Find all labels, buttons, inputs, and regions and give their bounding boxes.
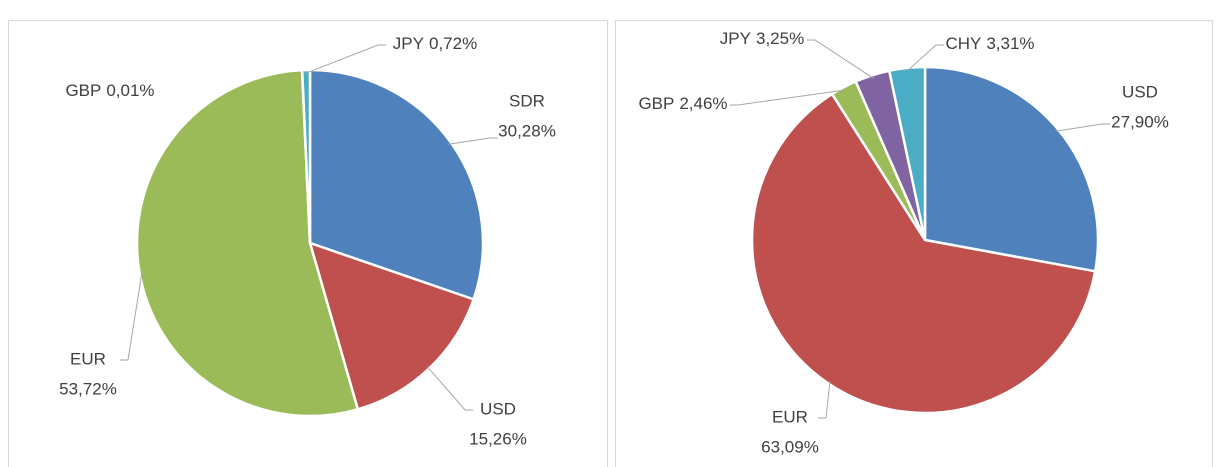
slice-label-value: 0,01% [106, 81, 154, 100]
slice-label-name: CHY [945, 34, 981, 53]
pie-slice [135, 68, 360, 418]
slice-label-value: 15,26% [469, 429, 527, 448]
slice-label-name: EUR [772, 407, 808, 426]
leader-line [426, 365, 473, 411]
slice-label-name: USD [1122, 82, 1158, 101]
leader-line [907, 44, 944, 72]
pie-slice [308, 68, 485, 301]
leader-line [730, 89, 846, 106]
pie-slice [750, 92, 1097, 415]
slice-label-name: USD [480, 399, 516, 418]
pie-slice [923, 65, 1100, 273]
slice-label: JPY 0,72% [393, 34, 477, 53]
slice-label: GBP 0,01% [65, 81, 154, 100]
slice-label-value: 63,09% [761, 437, 819, 456]
slice-label: JPY 3,25% [720, 29, 804, 48]
slice-label: CHY 3,31% [945, 34, 1034, 53]
slice-label-name: JPY [393, 34, 424, 53]
slice-label-name: SDR [509, 91, 545, 110]
leader-line [305, 44, 386, 74]
slice-label-name: JPY [720, 29, 751, 48]
leader-line [818, 380, 831, 419]
slice-label-value: 27,90% [1111, 112, 1169, 131]
slice-label-value: 30,28% [498, 121, 556, 140]
panel [615, 20, 1213, 467]
leader-line [1055, 123, 1110, 132]
pie-slice [300, 68, 312, 244]
slice-label-name: GBP [638, 94, 674, 113]
slice-label-value: 53,72% [59, 379, 117, 398]
leader-line [448, 137, 498, 145]
slice-label-value: 3,31% [986, 34, 1034, 53]
pie-slice [887, 65, 927, 241]
slice-label: GBP 2,46% [638, 94, 727, 113]
slice-label-value: 3,25% [756, 29, 804, 48]
slice-label-name: EUR [70, 349, 106, 368]
slice-label-name: GBP [65, 81, 101, 100]
slice-label-value: 2,46% [679, 94, 727, 113]
panel [8, 20, 608, 467]
leader-line [120, 270, 143, 361]
slice-label-value: 0,72% [429, 34, 477, 53]
leader-line [807, 39, 874, 79]
